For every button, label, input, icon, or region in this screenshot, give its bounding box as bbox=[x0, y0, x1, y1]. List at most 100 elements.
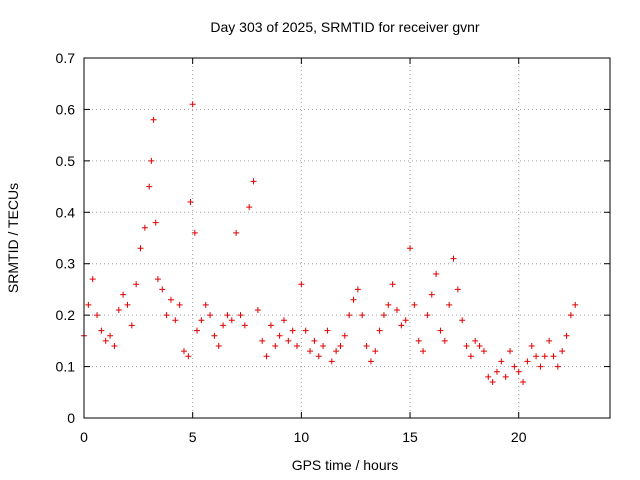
data-point bbox=[380, 312, 387, 319]
data-point bbox=[263, 353, 270, 360]
data-point bbox=[385, 301, 392, 308]
data-point bbox=[224, 312, 231, 319]
data-point bbox=[187, 199, 194, 205]
x-axis-title: GPS time / hours bbox=[292, 457, 399, 473]
data-point bbox=[367, 358, 374, 365]
data-point bbox=[315, 353, 322, 360]
data-point bbox=[354, 286, 361, 293]
data-point bbox=[98, 327, 105, 334]
data-point bbox=[402, 317, 409, 324]
data-point bbox=[167, 296, 174, 303]
data-point bbox=[415, 337, 422, 344]
data-point bbox=[559, 348, 566, 355]
y-tick-label: 0.2 bbox=[56, 307, 76, 323]
data-point bbox=[537, 363, 544, 370]
data-point bbox=[359, 312, 366, 319]
data-point bbox=[233, 229, 240, 236]
data-point bbox=[476, 343, 483, 349]
y-tick-label: 0.3 bbox=[56, 256, 76, 272]
y-tick-label: 0.7 bbox=[56, 50, 76, 66]
data-point bbox=[289, 327, 296, 334]
data-point bbox=[250, 178, 257, 185]
data-point bbox=[567, 312, 574, 319]
data-point bbox=[533, 353, 540, 360]
data-point bbox=[89, 276, 96, 283]
data-point bbox=[463, 343, 470, 349]
data-point bbox=[320, 343, 327, 349]
data-point bbox=[424, 312, 431, 319]
data-point bbox=[337, 343, 344, 349]
data-point bbox=[528, 343, 535, 349]
data-point bbox=[267, 322, 274, 329]
data-point bbox=[276, 332, 283, 339]
data-point bbox=[120, 291, 127, 298]
data-point bbox=[333, 348, 340, 355]
data-point bbox=[148, 157, 155, 164]
data-point bbox=[363, 343, 370, 349]
data-point bbox=[152, 219, 159, 226]
data-point bbox=[428, 291, 435, 298]
x-tick-label: 20 bbox=[511, 429, 527, 445]
data-point bbox=[202, 301, 209, 308]
data-point bbox=[298, 281, 305, 288]
data-point bbox=[172, 317, 179, 324]
y-axis-title: SRMTID / TECUs bbox=[5, 183, 21, 293]
data-point bbox=[467, 353, 474, 360]
data-point bbox=[133, 281, 140, 288]
data-point bbox=[141, 224, 148, 231]
data-point bbox=[511, 363, 518, 370]
data-point bbox=[572, 301, 579, 308]
data-point bbox=[302, 327, 309, 334]
data-point bbox=[324, 327, 331, 334]
data-point bbox=[241, 322, 248, 329]
data-point bbox=[546, 337, 553, 344]
data-point bbox=[124, 301, 131, 308]
data-point bbox=[198, 317, 205, 324]
data-point bbox=[437, 327, 444, 334]
data-point bbox=[498, 358, 505, 365]
data-point bbox=[485, 373, 492, 380]
data-point bbox=[272, 343, 279, 349]
axis-ticks: 0 0.1 0.2 0.3 0.4 0.5 0.6 0.7 0 5 10 15 20 bbox=[56, 50, 610, 445]
data-point bbox=[207, 312, 214, 319]
data-point bbox=[180, 348, 187, 355]
data-point bbox=[407, 245, 414, 252]
data-point bbox=[159, 286, 166, 293]
data-point bbox=[472, 337, 479, 344]
data-point bbox=[228, 317, 235, 324]
data-points bbox=[81, 101, 579, 385]
data-point bbox=[176, 301, 183, 308]
data-point bbox=[259, 337, 266, 344]
data-point bbox=[102, 337, 109, 344]
data-point bbox=[215, 343, 222, 349]
data-point bbox=[254, 307, 261, 313]
data-point bbox=[285, 337, 292, 344]
x-tick-label: 15 bbox=[402, 429, 418, 445]
data-point bbox=[111, 343, 118, 349]
data-point bbox=[237, 312, 244, 319]
data-point bbox=[459, 317, 466, 324]
data-point bbox=[376, 327, 383, 334]
x-tick-label: 0 bbox=[80, 429, 88, 445]
data-point bbox=[311, 337, 318, 344]
data-point bbox=[433, 271, 440, 277]
data-point bbox=[346, 312, 353, 319]
data-point bbox=[563, 332, 570, 339]
data-point bbox=[150, 116, 157, 123]
data-point bbox=[163, 312, 170, 319]
data-point bbox=[520, 379, 527, 385]
chart-title: Day 303 of 2025, SRMTID for receiver gvn… bbox=[210, 19, 480, 35]
data-point bbox=[191, 229, 198, 236]
grid bbox=[84, 58, 610, 418]
data-point bbox=[137, 245, 144, 252]
data-point bbox=[393, 307, 400, 313]
data-point bbox=[515, 368, 522, 375]
data-point bbox=[507, 348, 514, 355]
data-point bbox=[328, 358, 335, 365]
data-point bbox=[185, 353, 192, 360]
data-point bbox=[420, 348, 427, 355]
y-tick-label: 0.6 bbox=[56, 101, 76, 117]
data-point bbox=[154, 276, 161, 283]
data-point bbox=[220, 322, 227, 329]
data-point bbox=[480, 348, 487, 355]
